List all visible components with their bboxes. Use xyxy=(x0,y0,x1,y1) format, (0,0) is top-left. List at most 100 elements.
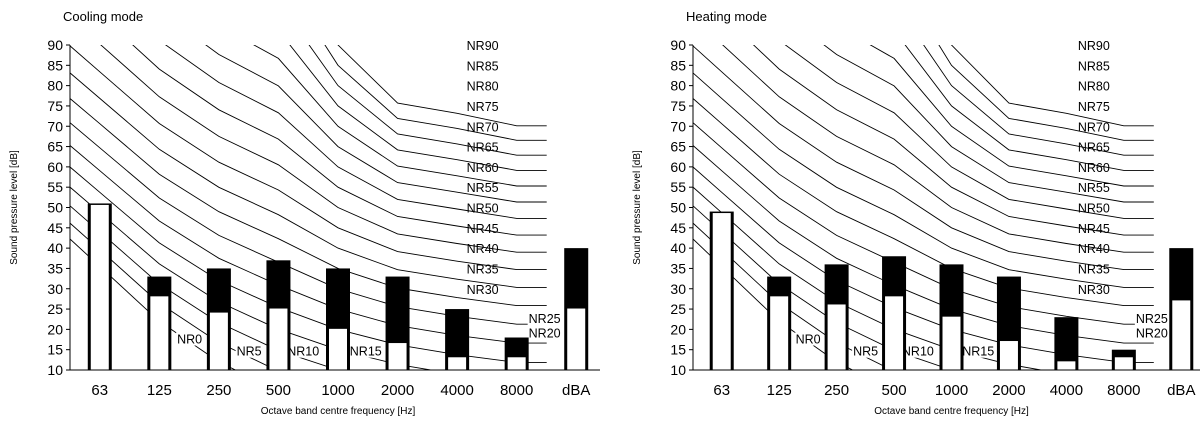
chart-title: Cooling mode xyxy=(63,9,144,24)
nr-label-bg xyxy=(348,344,381,358)
nr-curve xyxy=(70,166,547,363)
heating-mode-chart: Heating mode NR0 NR5 NR10 NR15 NR20 NR25 NR30 N… xyxy=(600,0,1200,424)
nr-curve xyxy=(693,98,1154,307)
bar-inner-dBA xyxy=(1172,300,1191,370)
x-tick-label: 4000 xyxy=(440,382,473,399)
x-tick-label: 500 xyxy=(266,382,291,399)
nr-label: NR50 xyxy=(467,202,499,216)
nr-curve xyxy=(70,122,547,325)
nr-curve xyxy=(752,45,1154,236)
y-tick-label: 10 xyxy=(670,362,686,378)
y-tick-label: 60 xyxy=(47,159,63,175)
nr-curve xyxy=(923,45,1154,156)
y-tick-label: 45 xyxy=(670,220,686,236)
x-tick-label: 125 xyxy=(767,382,792,399)
nr-label: NR80 xyxy=(1078,80,1110,94)
x-tick-label: 250 xyxy=(824,382,849,399)
nr-label: NR65 xyxy=(467,141,499,155)
nr-label: NR35 xyxy=(467,262,499,276)
nr-label: NR10 xyxy=(287,345,319,359)
y-tick-label: 20 xyxy=(47,321,63,337)
y-tick-label: 50 xyxy=(670,200,686,216)
nr-curve xyxy=(308,45,547,156)
bar-inner-4000 xyxy=(1057,361,1076,370)
bar-inner-63 xyxy=(712,213,731,370)
nr-label: NR15 xyxy=(962,345,994,359)
nr-curve xyxy=(904,45,1154,171)
axes: 1015202530354045505560657075808590102030… xyxy=(9,37,600,417)
y-tick-label: 40 xyxy=(670,240,686,256)
x-tick-label: dBA xyxy=(562,382,590,399)
bar-inner-1000 xyxy=(329,328,347,370)
nr-label: NR45 xyxy=(1078,222,1110,236)
bar-inner-8000 xyxy=(507,357,526,370)
y-tick-label: 35 xyxy=(670,260,686,276)
x-tick-label: 500 xyxy=(882,382,907,399)
nr-label-bg xyxy=(900,344,933,358)
nr-curve xyxy=(70,238,237,370)
y-tick-label: 75 xyxy=(670,98,686,114)
nr-curve xyxy=(165,45,547,219)
bar-inner-2000 xyxy=(999,341,1018,370)
nr-curve xyxy=(70,72,547,288)
nr-curve xyxy=(70,222,278,370)
y-tick-label: 30 xyxy=(670,281,686,297)
y-tick-label: 70 xyxy=(47,118,63,134)
y-tick-label: 15 xyxy=(47,342,63,358)
nr-label-bg xyxy=(961,344,994,358)
nr-label: NR45 xyxy=(467,222,499,236)
nr-curve xyxy=(823,45,1154,203)
y-axis-label: Sound pressure level [dB] xyxy=(632,150,643,265)
nr-label: NR40 xyxy=(1078,242,1110,256)
nr-label: NR10 xyxy=(902,345,934,359)
x-tick-label: 2000 xyxy=(992,382,1025,399)
y-tick-label: 85 xyxy=(670,57,686,73)
cooling-mode-chart: Cooling mode NR0 NR5 NR10 NR15 NR20 NR25 NR30 N… xyxy=(0,0,600,424)
y-tick-label: 15 xyxy=(670,342,686,358)
nr-curve xyxy=(722,45,1154,253)
bar-inner-63 xyxy=(90,204,109,370)
bar-4000 xyxy=(1054,317,1079,370)
y-tick-label: 85 xyxy=(47,57,63,73)
nr-curve xyxy=(693,166,1154,363)
y-tick-label: 60 xyxy=(670,159,686,175)
y-tick-label: 70 xyxy=(670,118,686,134)
nr-label: NR55 xyxy=(1078,181,1110,195)
bar-inner-4000 xyxy=(448,357,467,370)
nr-curve xyxy=(693,238,854,370)
nr-curve xyxy=(693,72,1154,288)
x-axis-label: Octave band centre frequency [Hz] xyxy=(261,406,416,417)
bar-inner-2000 xyxy=(388,343,407,370)
nr-label: NR75 xyxy=(467,100,499,114)
nr-label: NR20 xyxy=(1136,326,1168,340)
nr-label-bg xyxy=(1134,326,1167,340)
bars xyxy=(87,203,589,370)
nr-label: NR40 xyxy=(467,242,499,256)
nr-label-bg xyxy=(527,326,560,340)
nr-curve xyxy=(132,45,547,236)
nr-label: NR90 xyxy=(467,39,499,53)
x-tick-label: 8000 xyxy=(1107,382,1140,399)
nr-curve xyxy=(784,45,1154,219)
nr-curve xyxy=(70,98,547,307)
x-tick-label: 2000 xyxy=(381,382,414,399)
bar-inner-500 xyxy=(269,308,288,370)
nr-label: NR85 xyxy=(467,59,499,73)
nr-label: NR35 xyxy=(1078,262,1110,276)
y-tick-label: 30 xyxy=(47,281,63,297)
nr-curve xyxy=(289,45,547,171)
nr-label-bg xyxy=(176,332,201,346)
nr-label: NR30 xyxy=(1078,283,1110,297)
y-tick-label: 90 xyxy=(47,37,63,53)
nr-label: NR90 xyxy=(1078,39,1110,53)
nr-label: NR70 xyxy=(1078,120,1110,134)
nr-curve xyxy=(693,145,1154,344)
bar-inner-1000 xyxy=(942,316,961,370)
nr-curve xyxy=(693,45,1154,271)
y-tick-label: 40 xyxy=(47,240,63,256)
x-tick-label: 250 xyxy=(206,382,231,399)
nr-label-bg xyxy=(235,344,261,358)
